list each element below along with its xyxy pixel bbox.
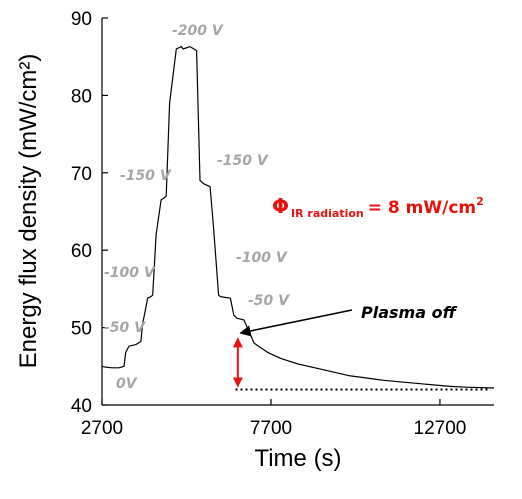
x-ticks: 2700 7700 12700 [81,399,466,439]
y-tick-label: 90 [71,9,92,30]
volt-label-minus50-left: -50 V [104,320,146,336]
y-tick-label: 80 [71,86,92,107]
phi-superscript: 2 [476,195,484,208]
volt-label-minus50-right: -50 V [248,293,290,309]
y-axis-title: Energy flux density (mW/cm²) [15,54,42,369]
phi-value: = 8 mW/cm [368,198,476,218]
x-axis-title: Time (s) [254,445,341,472]
y-tick-label: 60 [71,241,92,262]
volt-label-0v: 0V [116,376,138,392]
phi-subscript: IR radiation [291,207,364,220]
y-tick-label: 70 [71,164,92,185]
volt-label-minus100-left: -100 V [104,265,156,281]
plasma-off-label: Plasma off [361,303,458,322]
y-ticks: 40 50 60 70 80 90 [71,9,108,417]
volt-label-minus150-right: -150 V [217,153,269,169]
volt-label-minus150-left: -150 V [120,168,172,184]
y-tick-label: 40 [71,396,92,417]
series-line-energy-flux [101,45,495,389]
y-tick-label: 50 [71,319,92,340]
volt-label-minus100-right: -100 V [236,250,288,266]
plasma-off-arrow [239,309,353,337]
volt-label-minus200: -200 V [172,23,224,39]
x-tick-label: 12700 [414,418,467,439]
phi-annotation: Φ IR radiation = 8 mW/cm2 [272,194,484,220]
x-tick-label: 7700 [250,418,292,439]
phi-symbol: Φ [272,194,289,218]
x-tick-label: 2700 [81,418,123,439]
